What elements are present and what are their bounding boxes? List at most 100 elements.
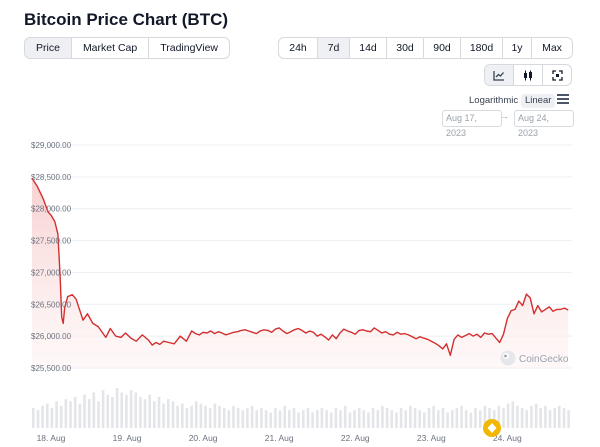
- volume-bar: [455, 408, 459, 428]
- volume-bar: [213, 403, 217, 428]
- price-area-fill: [32, 178, 569, 368]
- linear-scale-toggle[interactable]: Linear: [521, 94, 556, 108]
- volume-bar: [292, 408, 296, 428]
- tab-market-cap[interactable]: Market Cap: [70, 38, 148, 58]
- volume-bar: [236, 408, 240, 428]
- volume-bar: [316, 410, 319, 428]
- date-to-input[interactable]: Aug 24, 2023: [514, 110, 574, 138]
- y-tick-label: $25,500.00: [31, 364, 72, 373]
- volume-bar: [101, 390, 105, 428]
- price-series-line[interactable]: [31, 177, 569, 356]
- page-title: Bitcoin Price Chart (BTC): [24, 10, 229, 29]
- volume-bar: [418, 410, 421, 428]
- volume-bar: [283, 405, 286, 428]
- volume-bar: [222, 408, 226, 428]
- x-tick-label: 18. Aug: [37, 433, 66, 443]
- volume-bar: [176, 405, 179, 428]
- volume-bar: [320, 408, 324, 428]
- line-chart-icon: [493, 70, 504, 81]
- volume-bar: [129, 390, 133, 428]
- range-14d-button[interactable]: 14d: [349, 38, 386, 58]
- range-7d-button[interactable]: 7d: [317, 38, 349, 58]
- x-tick-label: 23. Aug: [417, 433, 446, 443]
- volume-bar: [204, 405, 207, 428]
- x-tick-label: 21. Aug: [265, 433, 294, 443]
- volume-bar: [544, 405, 547, 428]
- range-180d-button[interactable]: 180d: [460, 38, 502, 58]
- volume-bar: [520, 408, 524, 428]
- volume-bar: [567, 410, 570, 428]
- range-max-button[interactable]: Max: [531, 38, 572, 58]
- volume-bar: [73, 396, 77, 428]
- volume-bar: [46, 403, 49, 428]
- volume-bar: [260, 408, 263, 428]
- hamburger-menu-icon[interactable]: [557, 94, 569, 104]
- watermark-text: CoinGecko: [519, 354, 569, 365]
- volume-bar: [553, 408, 556, 428]
- volume-bar: [339, 410, 342, 428]
- volume-bar: [399, 408, 403, 428]
- volume-bar: [167, 399, 170, 428]
- volume-bar: [357, 408, 361, 428]
- volume-bar: [423, 412, 426, 428]
- volume-bar: [371, 408, 375, 428]
- volume-bar: [530, 405, 533, 428]
- tab-price[interactable]: Price: [25, 38, 71, 58]
- volume-bar: [125, 394, 128, 428]
- volume-bar: [59, 405, 63, 428]
- volume-bar: [464, 410, 468, 428]
- range-24h-button[interactable]: 24h: [289, 42, 307, 54]
- date-from-input[interactable]: Aug 17, 2023: [442, 110, 502, 138]
- volume-bar: [367, 412, 370, 428]
- fullscreen-button[interactable]: [542, 65, 571, 85]
- coingecko-watermark: CoinGecko: [500, 350, 569, 366]
- volume-bar: [381, 405, 384, 428]
- logarithmic-scale-toggle[interactable]: Logarithmic: [469, 95, 519, 106]
- volume-bar: [334, 408, 338, 428]
- volume-bar: [353, 410, 356, 428]
- line-chart-button[interactable]: [485, 65, 513, 85]
- volume-bar: [185, 408, 189, 428]
- volume-bar: [511, 401, 515, 428]
- range-1y-button[interactable]: 1y: [502, 38, 531, 58]
- volume-bar: [469, 412, 473, 428]
- volume-bar: [227, 410, 231, 428]
- range-90d-button[interactable]: 90d: [423, 38, 460, 58]
- volume-bar: [111, 396, 114, 428]
- chart-type-toggle: [484, 64, 572, 86]
- time-range-tabs: 24h 7d 14d 30d 90d 180d 1y Max: [278, 37, 573, 59]
- volume-bar: [157, 396, 161, 428]
- volume-bar: [413, 408, 417, 428]
- volume-bar: [288, 410, 291, 428]
- volume-bar: [274, 408, 277, 428]
- tab-tradingview[interactable]: TradingView: [148, 38, 229, 58]
- range-30d-button[interactable]: 30d: [386, 38, 423, 58]
- volume-bar: [199, 403, 203, 428]
- y-tick-label: $26,000.00: [31, 332, 72, 341]
- volume-bar: [492, 410, 496, 428]
- volume-bar: [329, 412, 333, 428]
- volume-bar: [409, 405, 412, 428]
- volume-bar: [194, 401, 198, 428]
- volume-bar: [385, 408, 389, 428]
- candlestick-button[interactable]: [513, 65, 542, 85]
- volume-bar: [474, 408, 477, 428]
- volume-bar: [390, 410, 393, 428]
- volume-bar: [432, 405, 435, 428]
- view-tabs: Price Market Cap TradingView: [24, 37, 230, 59]
- volume-bar: [548, 410, 552, 428]
- volume-bar: [451, 410, 454, 428]
- volume-bar: [241, 410, 245, 428]
- volume-bar: [78, 403, 82, 428]
- volume-bar: [115, 388, 119, 428]
- volume-bar: [232, 405, 235, 428]
- volume-bar: [506, 403, 510, 428]
- volume-bar: [376, 410, 380, 428]
- volume-bar: [362, 410, 366, 428]
- volume-bar: [255, 410, 258, 428]
- volume-bar: [497, 405, 501, 428]
- volume-bar: [106, 394, 110, 428]
- x-tick-label: 22. Aug: [341, 433, 370, 443]
- volume-bar: [36, 410, 40, 428]
